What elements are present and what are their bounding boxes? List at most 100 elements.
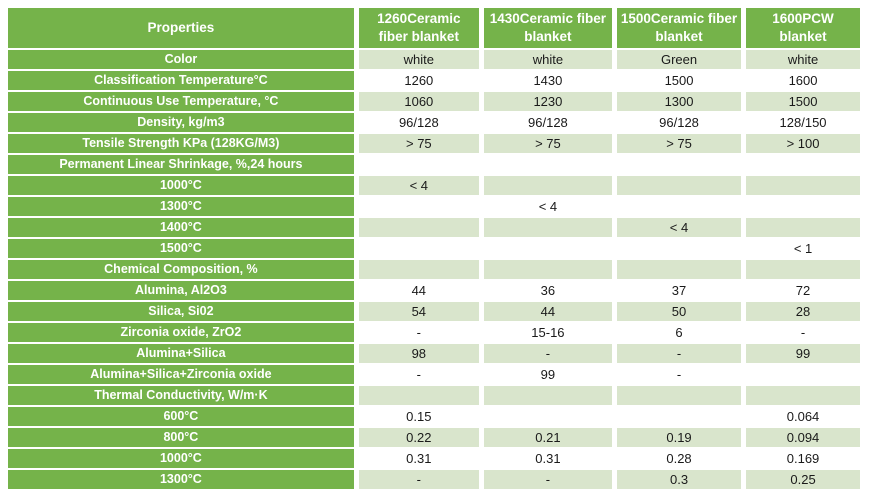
header-cell-1500-ceramic-fiber-blanket: 1500Ceramic fiber blanket [616,8,742,48]
table-row: Classification Temperature°C 1260 1430 1500… [8,71,860,90]
value-cell [616,260,742,279]
table-row: Density, kg/m3 96/128 96/128 96/128 128/150 [8,113,860,132]
value-cell: < 1 [746,239,860,258]
value-cell: 0.22 [358,428,479,447]
property-label-cell: Continuous Use Temperature, °C [8,92,354,111]
table-row: Alumina, Al2O3 44 36 37 72 [8,281,860,300]
value-cell [483,407,612,426]
value-cell: 28 [746,302,860,321]
value-cell [616,176,742,195]
property-label-cell: Tensile Strength KPa (128KG/M3) [8,134,354,153]
value-cell [746,365,860,384]
value-cell: 96/128 [358,113,479,132]
table-row: Tensile Strength KPa (128KG/M3) > 75 > 75 >… [8,134,860,153]
table-row: Thermal Conductivity, W/m·K [8,386,860,405]
table-row: 1000°C < 4 [8,176,860,195]
header-cell-1260-ceramic-fiber-blanket: 1260Ceramic fiber blanket [358,8,479,48]
value-cell: 96/128 [483,113,612,132]
value-cell: 0.21 [483,428,612,447]
value-cell: < 4 [483,197,612,216]
value-cell: 15-16 [483,323,612,342]
value-cell: - [358,470,479,489]
property-label-cell: Alumina+Silica [8,344,354,363]
value-cell [358,386,479,405]
value-cell [746,260,860,279]
property-label-cell: 1400°C [8,218,354,237]
value-cell: 37 [616,281,742,300]
property-label-cell: Thermal Conductivity, W/m·K [8,386,354,405]
value-cell: 1230 [483,92,612,111]
value-cell [746,218,860,237]
property-label-cell: 1000°C [8,449,354,468]
value-cell: 1260 [358,71,479,90]
value-cell: 0.31 [358,449,479,468]
value-cell: 128/150 [746,113,860,132]
value-cell [358,197,479,216]
value-cell [358,260,479,279]
value-cell: 72 [746,281,860,300]
table-row: 1300°C < 4 [8,197,860,216]
value-cell: 50 [616,302,742,321]
property-label-cell: Classification Temperature°C [8,71,354,90]
value-cell: 0.169 [746,449,860,468]
value-cell [746,386,860,405]
value-cell: < 4 [616,218,742,237]
value-cell: 36 [483,281,612,300]
table-row: 1500°C < 1 [8,239,860,258]
property-label-cell: Silica, Si02 [8,302,354,321]
value-cell [616,197,742,216]
value-cell: 0.094 [746,428,860,447]
table-row: Color white white Green white [8,50,860,69]
value-cell: < 4 [358,176,479,195]
property-label-cell: 800°C [8,428,354,447]
table-row: 600°C 0.15 0.064 [8,407,860,426]
value-cell: 1430 [483,71,612,90]
table-row: Alumina+Silica 98- -99 [8,344,860,363]
value-cell: 98 [358,344,479,363]
value-cell: 0.064 [746,407,860,426]
value-cell: 44 [483,302,612,321]
value-cell: - [358,365,479,384]
value-cell: Green [616,50,742,69]
value-cell: - [483,344,612,363]
value-cell [358,239,479,258]
header-cell-1430-ceramic-fiber-blanket: 1430Ceramic fiber blanket [483,8,612,48]
value-cell: - [746,323,860,342]
value-cell: 99 [483,365,612,384]
value-cell [616,407,742,426]
value-cell: 1300 [616,92,742,111]
value-cell [746,155,860,174]
value-cell: white [358,50,479,69]
value-cell: 1500 [616,71,742,90]
value-cell: > 75 [483,134,612,153]
value-cell: - [483,470,612,489]
property-label-cell: Zirconia oxide, ZrO2 [8,323,354,342]
value-cell: 6 [616,323,742,342]
value-cell [483,176,612,195]
value-cell [483,155,612,174]
product-spec-table: Properties 1260Ceramic fiber blanket 143… [3,6,865,490]
value-cell: 0.25 [746,470,860,489]
value-cell: - [358,323,479,342]
value-cell [746,176,860,195]
value-cell: 0.15 [358,407,479,426]
table-row: 800°C 0.22 0.21 0.19 0.094 [8,428,860,447]
value-cell: > 75 [616,134,742,153]
table-row: Permanent Linear Shrinkage, %,24 hours [8,155,860,174]
property-label-cell: Permanent Linear Shrinkage, %,24 hours [8,155,354,174]
table-row: Continuous Use Temperature, °C 1060 1230 13… [8,92,860,111]
value-cell: - [616,365,742,384]
value-cell: 96/128 [616,113,742,132]
value-cell [483,260,612,279]
property-label-cell: Density, kg/m3 [8,113,354,132]
table-row: 1300°C - -0.3 0.25 [8,470,860,489]
property-label-cell: 1300°C [8,197,354,216]
value-cell [616,386,742,405]
value-cell [616,239,742,258]
value-cell: 1500 [746,92,860,111]
property-label-cell: Color [8,50,354,69]
property-label-cell: 1000°C [8,176,354,195]
value-cell: > 75 [358,134,479,153]
property-label-cell: Alumina+Silica+Zirconia oxide [8,365,354,384]
